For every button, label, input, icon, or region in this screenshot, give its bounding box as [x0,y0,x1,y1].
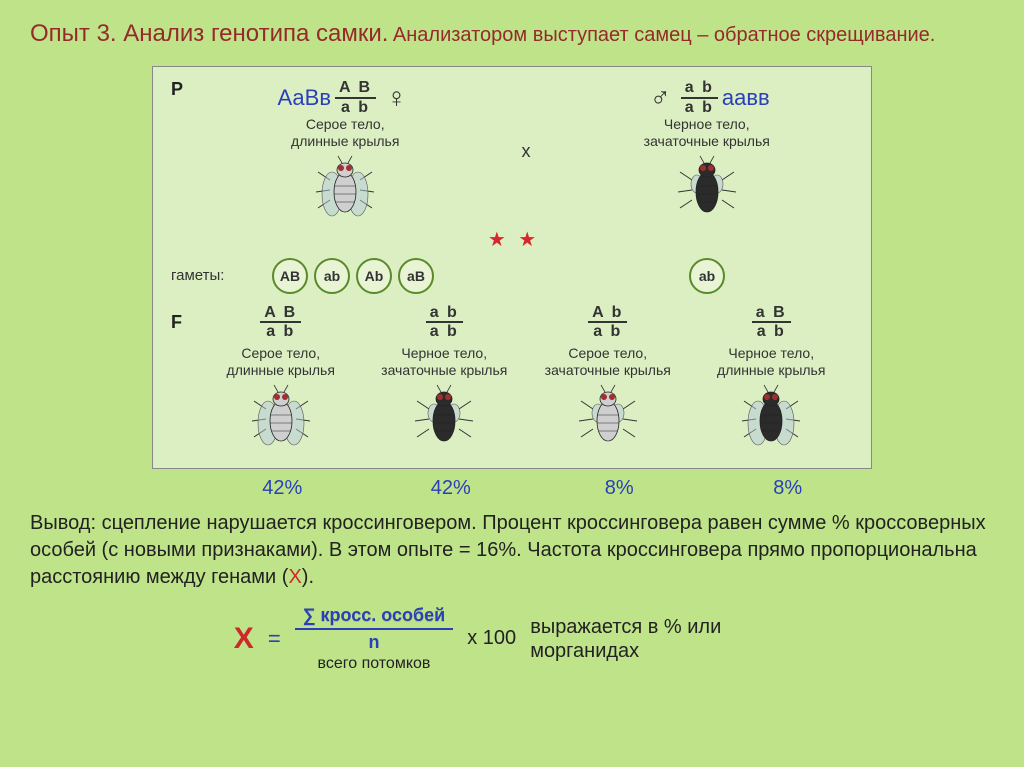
offspring-phenotype: Серое тело,длинные крылья [199,345,363,379]
offspring-percent: 8% [704,477,873,500]
offspring-row: F A B a b Серое тело,длинные крылья a b … [171,304,853,454]
crossover-stars: ★ ★ [171,227,853,252]
offspring-genotype: A b a b [588,304,627,341]
gametes-label: гаметы: [171,267,239,284]
female-phenotype: Серое тело, длинные крылья [199,116,492,150]
formula-equals: = [268,626,281,652]
male-symbol-icon: ♂ [650,82,671,114]
offspring-percent: 42% [198,477,367,500]
male-fly-icon [561,150,854,225]
gamete-circle: aB [398,258,434,294]
p-label: P [171,79,199,225]
offspring-cell: A B a b Серое тело,длинные крылья [199,304,363,454]
genetics-diagram-panel: P АаВв A B a b ♀ Серое тело, длинные кры… [152,66,872,469]
gamete-circle: AB [272,258,308,294]
offspring-cell: a b a b Черное тело,зачаточные крылья [363,304,527,454]
offspring-phenotype: Серое тело,зачаточные крылья [526,345,690,379]
offspring-fly-icon [690,379,854,454]
gamete-circle: ab [314,258,350,294]
percent-row: 42%42%8%8% [152,477,872,500]
offspring-genotype: A B a b [260,304,301,341]
offspring-fly-icon [363,379,527,454]
gamete-circle: Ab [356,258,392,294]
title-sub: Анализатором выступает самец – обратное … [393,24,935,46]
male-gametes: ab [561,258,853,294]
male-phenotype: Черное тело, зачаточные крылья [561,116,854,150]
offspring-percent: 8% [535,477,704,500]
offspring-percent: 42% [367,477,536,500]
offspring-genotype: a b a b [426,304,463,341]
formula-times-100: х 100 [467,627,516,650]
parent-male: ♂ a b a b аавв Черное тело, зачаточные к… [561,79,854,225]
female-symbol-icon: ♀ [386,82,407,114]
formula: Х = ∑ кросс. особей n всего потомков х 1… [30,605,994,673]
female-genotype-fraction: A B a b [335,79,376,116]
f-label: F [171,304,199,333]
star-icon: ★ [518,229,536,251]
cross-symbol: x [522,141,531,162]
female-genotype-overlay: АаВв [278,85,332,111]
offspring-fly-icon [199,379,363,454]
parent-female: АаВв A B a b ♀ Серое тело, длинные крыль… [199,79,492,225]
offspring-genotype: a B a b [752,304,791,341]
male-genotype-overlay: аавв [722,85,770,111]
offspring-phenotype: Черное тело,длинные крылья [690,345,854,379]
female-gametes: ABabAbaB [239,258,561,294]
formula-description: выражается в % или морганидах [530,615,790,663]
offspring-cell: A b a b Серое тело,зачаточные крылья [526,304,690,454]
offspring-phenotype: Черное тело,зачаточные крылья [363,345,527,379]
formula-x: Х [234,622,254,656]
conclusion-text: Вывод: сцепление нарушается кроссинговер… [30,510,994,591]
gametes-row: гаметы: ABabAbaB ab [171,258,853,294]
gamete-circle: ab [689,258,725,294]
parent-row: P АаВв A B a b ♀ Серое тело, длинные кры… [171,79,853,225]
offspring-cell: a B a b Черное тело,длинные крылья [690,304,854,454]
offspring-fly-icon [526,379,690,454]
title-main: Опыт 3. Анализ генотипа самки. [30,20,388,47]
male-genotype-fraction: a b a b [681,79,718,116]
slide-title: Опыт 3. Анализ генотипа самки. Анализато… [30,20,994,48]
female-fly-icon [199,150,492,225]
star-icon: ★ [488,229,506,251]
formula-fraction: ∑ кросс. особей n всего потомков [295,605,454,673]
